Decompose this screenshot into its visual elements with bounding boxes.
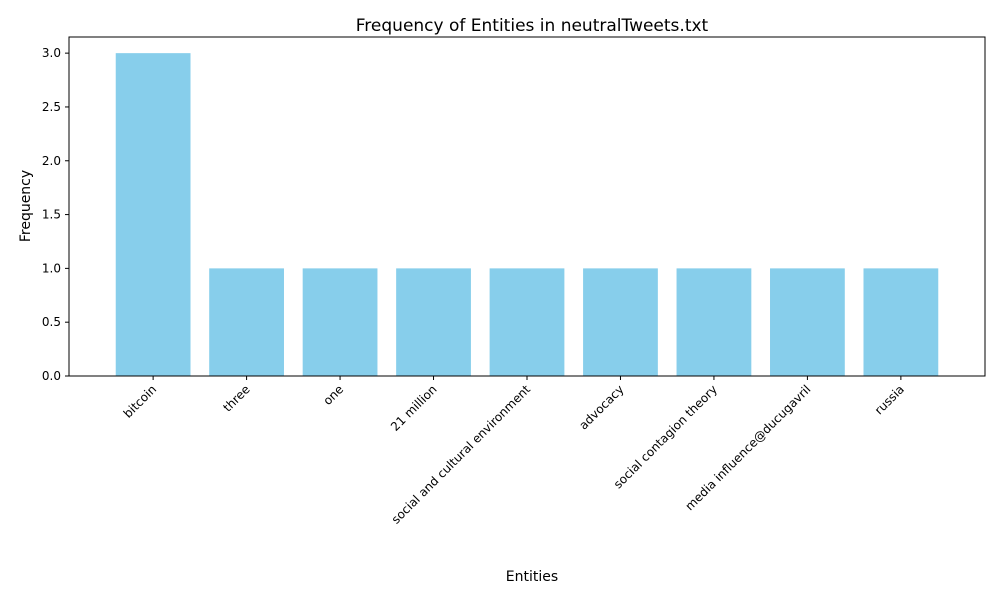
y-tick-label: 0.0 bbox=[42, 369, 61, 383]
x-tick-label: one bbox=[320, 382, 346, 408]
x-tick-label: social contagion theory bbox=[611, 382, 720, 491]
bar-5 bbox=[583, 268, 658, 376]
plot-frame bbox=[68, 36, 986, 377]
bar-3 bbox=[396, 268, 471, 376]
y-axis: 0.0 0.5 1.0 1.5 2.0 2.5 3.0 bbox=[42, 46, 69, 383]
bar-2 bbox=[302, 268, 378, 376]
y-axis-label: Frequency bbox=[18, 170, 34, 242]
x-tick-label: three bbox=[220, 382, 252, 414]
y-tick-label: 2.0 bbox=[42, 154, 61, 168]
chart-title: Frequency of Entities in neutralTweets.t… bbox=[356, 16, 709, 36]
bar-6 bbox=[676, 268, 752, 376]
y-tick-label: 2.5 bbox=[42, 100, 61, 114]
y-tick-label: 1.0 bbox=[42, 261, 61, 275]
y-tick-label: 3.0 bbox=[42, 46, 61, 60]
y-tick-label: 1.5 bbox=[42, 208, 61, 222]
x-tick-label: advocacy bbox=[576, 382, 626, 432]
bars-group bbox=[115, 53, 939, 377]
y-tick-label: 0.5 bbox=[42, 315, 61, 329]
x-axis-label: Entities bbox=[506, 569, 558, 585]
bar-8 bbox=[863, 268, 939, 376]
bar-7 bbox=[770, 268, 845, 376]
x-tick-label: 21 million bbox=[388, 382, 440, 434]
bar-0 bbox=[115, 53, 191, 377]
bar-1 bbox=[209, 268, 284, 376]
x-tick-label: bitcoin bbox=[121, 382, 160, 421]
bar-4 bbox=[489, 268, 565, 376]
x-tick-label: russia bbox=[872, 382, 907, 417]
